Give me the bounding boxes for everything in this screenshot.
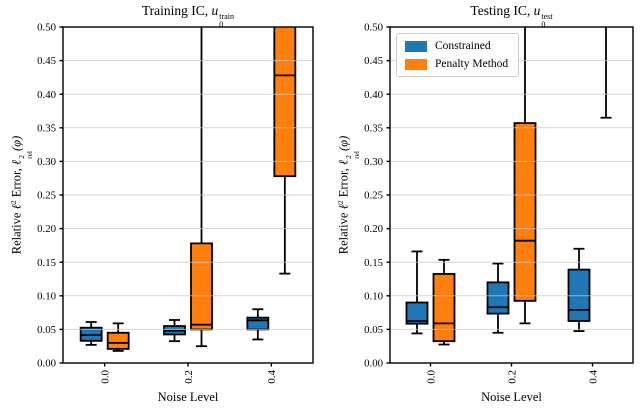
x-tick-label: 0.4	[266, 370, 278, 384]
box	[246, 316, 270, 331]
y-tick-label: 0.15	[37, 257, 56, 269]
y-tick-label: 0.50	[37, 22, 56, 34]
penalty-method-swatch-icon	[405, 58, 427, 70]
constrained-swatch-icon	[405, 40, 427, 52]
y-tick-label: 0.35	[37, 122, 56, 134]
math-subsup: train 0	[219, 12, 235, 30]
y-tick-label: 0.20	[364, 223, 383, 235]
y-tick-label: 0.50	[364, 22, 383, 34]
y-tick-label: 0.40	[364, 89, 383, 101]
training-xlabel: Noise Level	[157, 390, 219, 404]
box	[273, 27, 297, 178]
box	[106, 331, 130, 350]
box	[513, 122, 537, 302]
y-tick-label: 0.45	[364, 55, 383, 67]
x-tick-label: 0.0	[425, 370, 437, 384]
legend: Constrained Penalty Method	[396, 33, 520, 77]
training-title: Training IC, u train 0	[141, 3, 235, 30]
x-tick-label: 0.2	[183, 370, 195, 384]
y-tick-label: 0.20	[37, 223, 56, 235]
y-tick-label: 0.10	[37, 290, 56, 302]
y-tick-label: 0.10	[364, 290, 383, 302]
legend-item-constrained: Constrained	[405, 40, 508, 52]
training-ylabel: Relative ℓ2 Error, ℓ 2 rel (φ)	[9, 135, 34, 255]
axes-frame	[389, 26, 634, 364]
y-tick-label: 0.25	[364, 190, 383, 202]
box	[567, 268, 591, 322]
y-tick-label: 0.05	[37, 324, 56, 336]
y-tick-label: 0.40	[37, 89, 56, 101]
testing-xlabel: Noise Level	[481, 390, 542, 404]
testing-title: Testing IC, u test 0	[470, 3, 553, 30]
y-tick-label: 0.00	[37, 358, 56, 370]
axes-frame	[62, 26, 314, 364]
y-tick-label: 0.05	[364, 324, 383, 336]
y-tick-label: 0.15	[364, 257, 383, 269]
legend-item-penalty-method: Penalty Method	[405, 58, 508, 70]
box	[405, 301, 429, 325]
math-subsup: test 0	[541, 12, 553, 30]
math-subsup: 2 rel	[344, 151, 361, 159]
box	[486, 281, 510, 315]
legend-label: Penalty Method	[435, 58, 509, 70]
y-tick-label: 0.30	[364, 156, 383, 168]
y-tick-label: 0.45	[37, 55, 56, 67]
y-tick-label: 0.25	[37, 190, 56, 202]
box	[190, 242, 213, 331]
box	[432, 273, 456, 343]
box	[79, 326, 103, 342]
y-tick-label: 0.00	[364, 358, 383, 370]
box	[163, 325, 186, 336]
x-tick-label: 0.2	[506, 370, 518, 384]
y-tick-label: 0.30	[37, 156, 56, 168]
x-tick-label: 0.0	[99, 370, 111, 384]
legend-label: Constrained	[435, 40, 491, 52]
math-subsup: 2 rel	[17, 151, 34, 159]
x-tick-label: 0.4	[587, 370, 599, 384]
y-tick-label: 0.35	[364, 122, 383, 134]
testing-ylabel: Relative ℓ2 Error, ℓ 2 rel (φ)	[336, 135, 361, 255]
